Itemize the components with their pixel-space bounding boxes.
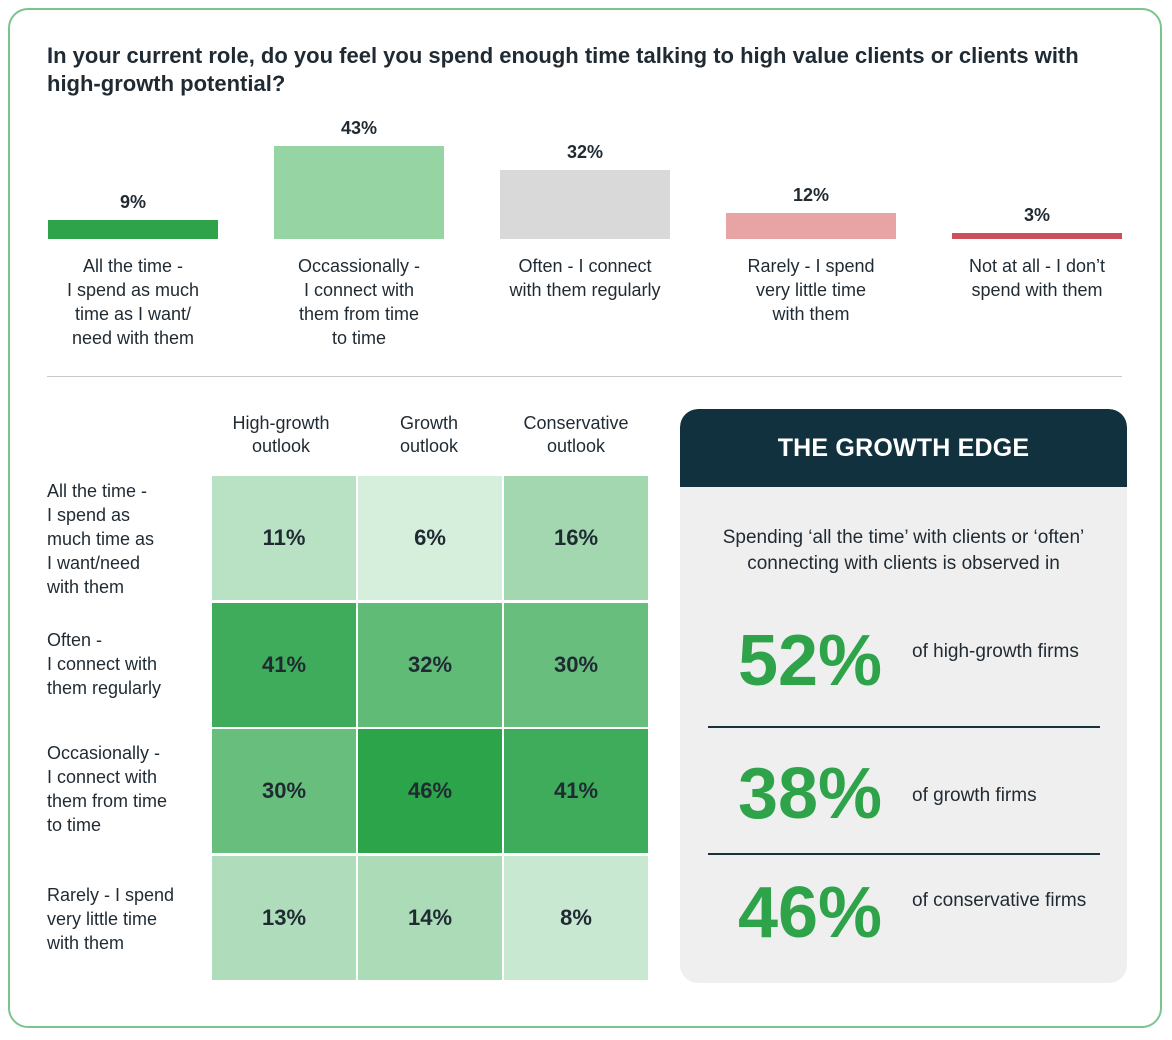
heatmap-row-label-rarely: Rarely - I spend very little time with the… <box>47 885 175 953</box>
stat-text-high-growth: of high-growth firms <box>912 641 1079 662</box>
bar-5 <box>952 233 1122 239</box>
growth-edge-title: THE GROWTH EDGE <box>680 409 1127 487</box>
heatmap-column-header-conservative: Conservative outlook <box>523 413 629 456</box>
bar-value-label-2: 43% <box>341 118 377 138</box>
growth-edge-intro: Spending ‘all the time’ with clients or … <box>722 527 1085 574</box>
heatmap-cell-r2-c1: 41% <box>212 603 356 727</box>
bar-value-label-1: 9% <box>120 192 146 212</box>
bar-3 <box>500 170 670 239</box>
heatmap-cell-r1-c1: 11% <box>212 476 356 600</box>
heatmap-cell-r1-c3: 16% <box>504 476 648 600</box>
heatmap-row-label-often: Often -I connect with them regularly <box>47 630 162 698</box>
bar-value-label-5: 3% <box>1024 205 1050 225</box>
bar-category-label-4: Rarely - I spend very little time with the… <box>747 256 875 324</box>
heatmap-cell-r4-c3: 8% <box>504 856 648 980</box>
stat-value-high-growth: 52% <box>737 621 883 701</box>
bar-category-label-2: Occassionally -I connect with them from t… <box>297 256 421 348</box>
stat-text-conservative: of conservative firms <box>912 890 1087 911</box>
bar-value-label-3: 32% <box>567 142 603 162</box>
bar-value-label-4: 12% <box>793 185 829 205</box>
heatmap-cell-r2-c2: 32% <box>358 603 502 727</box>
growth-edge-panel: THE GROWTH EDGE Spending ‘all the time’ … <box>680 409 1127 983</box>
heatmap-cell-r3-c1: 30% <box>212 729 356 853</box>
heatmap-cell-r1-c2: 6% <box>358 476 502 600</box>
bar-2 <box>274 146 444 239</box>
bar-4 <box>726 213 896 239</box>
heatmap-cell-r3-c2: 46% <box>358 729 502 853</box>
section-divider <box>47 376 1122 377</box>
heatmap-column-header-growth: Growth outlook <box>399 413 459 456</box>
bar-chart: 9% 43% 32% 12% 3% <box>48 118 1122 239</box>
heatmap-column-header-high-growth: High-growth outlook <box>232 413 330 456</box>
stat-value-growth: 38% <box>737 754 883 834</box>
bar-1 <box>48 220 218 239</box>
bar-category-label-1: All the time -I spend as much time as I w… <box>66 256 200 348</box>
stat-text-growth: of growth firms <box>912 785 1037 806</box>
heatmap-cell-r2-c3: 30% <box>504 603 648 727</box>
heatmap-cell-r4-c1: 13% <box>212 856 356 980</box>
bar-category-label-5: Not at all - I don’t spend with them <box>968 256 1106 300</box>
heatmap-cell-r3-c3: 41% <box>504 729 648 853</box>
question-title: In your current role, do you feel you sp… <box>47 43 1079 96</box>
heatmap-cell-r4-c2: 14% <box>358 856 502 980</box>
stat-divider-1 <box>708 726 1100 728</box>
heatmap-row-label-all-the-time: All the time -I spend as much time as I wa… <box>47 481 155 597</box>
heatmap-row-label-occasionally: Occasionally -I connect with them from ti… <box>47 743 168 835</box>
bar-category-label-3: Often - I connect with them regularly <box>509 256 661 300</box>
stat-divider-2 <box>708 853 1100 855</box>
stat-value-conservative: 46% <box>737 873 883 953</box>
